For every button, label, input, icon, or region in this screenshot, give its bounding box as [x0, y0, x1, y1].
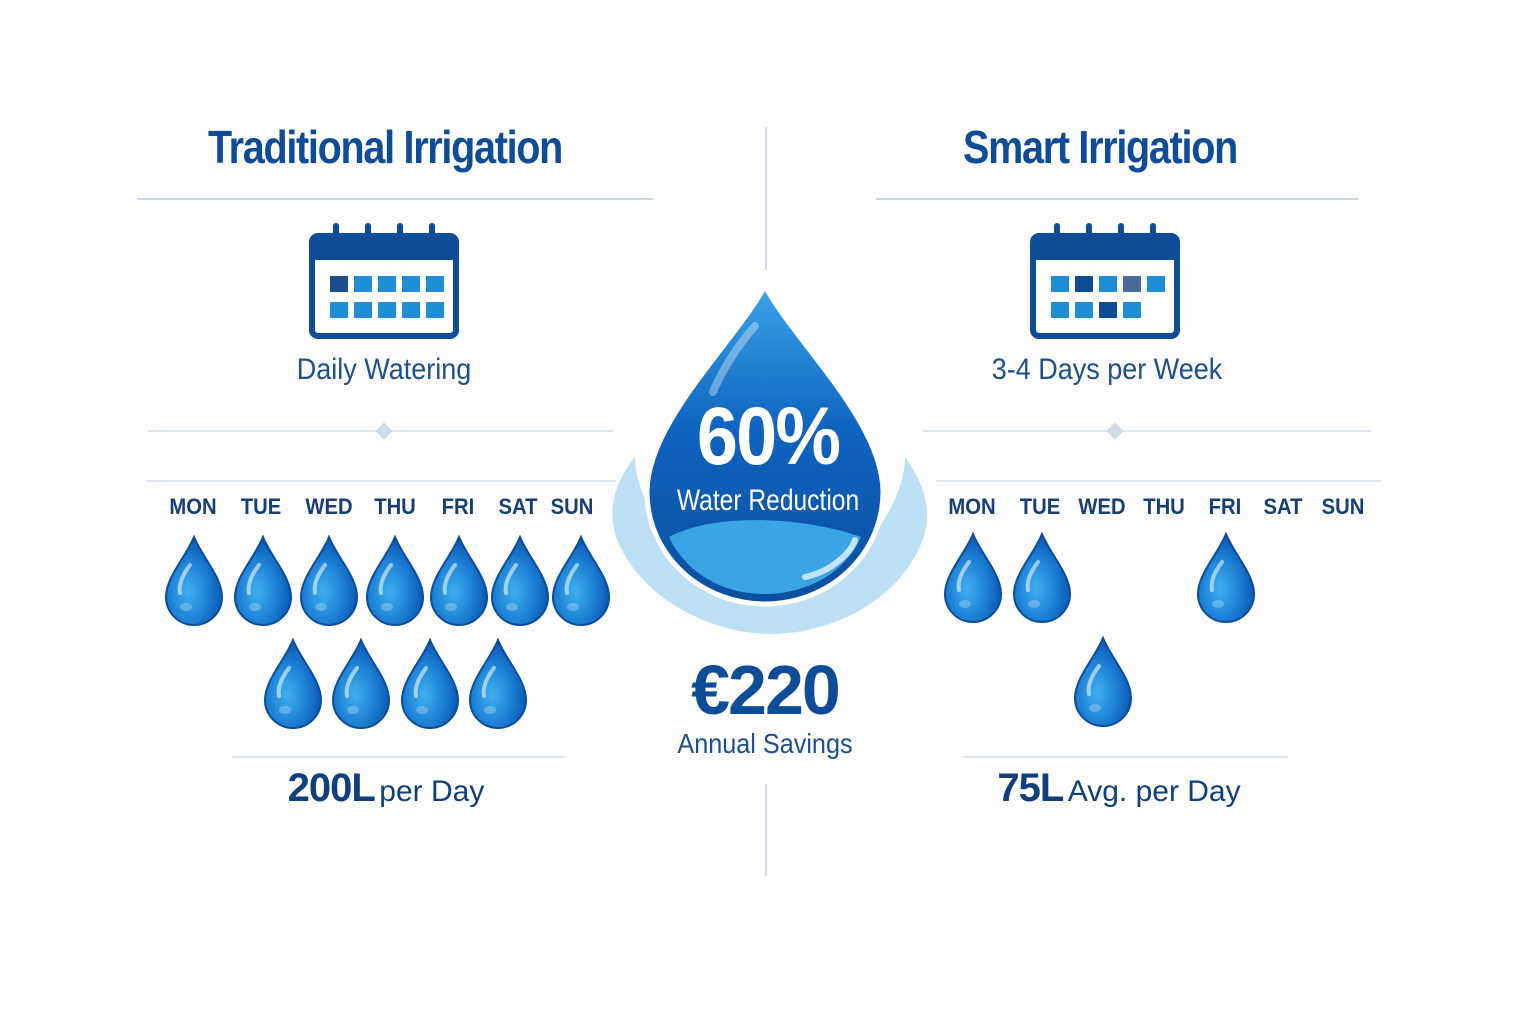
water-drop-icon — [365, 535, 425, 627]
right-day-sun: SUN — [1321, 494, 1365, 519]
water-drop-icon — [400, 638, 460, 730]
reduction-label: Water Reduction — [676, 484, 860, 517]
reduction-value: 60% — [696, 391, 841, 482]
right-day-mon: MON — [948, 494, 996, 519]
traditional-title: Traditional Irrigation — [207, 121, 563, 173]
left-day-tue: TUE — [240, 494, 282, 519]
savings-label: Annual Savings — [677, 728, 853, 759]
left-day-fri: FRI — [441, 494, 475, 519]
water-drop-icon — [331, 638, 391, 730]
left-day-mon: MON — [169, 494, 217, 519]
traditional-schedule-label: Daily Watering — [296, 353, 472, 386]
water-drop-icon — [429, 535, 489, 627]
savings-amount: €220 — [691, 651, 841, 729]
water-drop-icon — [605, 280, 935, 643]
water-drop-icon — [490, 535, 550, 627]
traditional-usage-unit: per Day — [379, 775, 485, 808]
center-divider-top — [765, 127, 767, 270]
right-day-thu: THU — [1143, 494, 1185, 519]
center-divider-bottom — [765, 784, 767, 876]
left-total-divider — [232, 756, 564, 758]
water-drop-icon — [468, 638, 528, 730]
right-divider-diamond — [1106, 422, 1124, 440]
left-day-sun: SUN — [550, 494, 594, 519]
smart-title: Smart Irrigation — [963, 121, 1238, 173]
smart-schedule-label: 3-4 Days per Week — [991, 353, 1223, 386]
left-title-divider — [137, 198, 653, 200]
right-days-divider — [936, 480, 1382, 482]
water-drop-icon — [943, 532, 1003, 624]
right-day-sat: SAT — [1263, 494, 1303, 519]
left-day-sat: SAT — [498, 494, 538, 519]
smart-usage-unit: Avg. per Day — [1067, 775, 1241, 808]
traditional-usage: 200L per Day — [176, 766, 596, 811]
water-drop-icon — [233, 535, 293, 627]
water-drop-icon — [164, 535, 224, 627]
smart-usage: 75L Avg. per Day — [909, 766, 1329, 811]
left-days-divider — [146, 480, 616, 482]
calendar-icon — [308, 222, 460, 345]
right-day-wed: WED — [1078, 494, 1126, 519]
left-divider-diamond — [375, 422, 393, 440]
right-total-divider — [963, 756, 1288, 758]
water-drop-icon — [1196, 532, 1256, 624]
water-drop-icon — [1012, 532, 1072, 624]
water-drop-icon — [551, 535, 611, 627]
calendar-icon — [1029, 222, 1181, 345]
left-day-thu: THU — [374, 494, 416, 519]
water-drop-icon — [299, 535, 359, 627]
water-drop-icon — [263, 638, 323, 730]
left-day-wed: WED — [305, 494, 353, 519]
traditional-usage-amount: 200L — [287, 766, 376, 810]
right-day-tue: TUE — [1019, 494, 1061, 519]
water-drop-icon — [1073, 636, 1133, 728]
right-title-divider — [876, 198, 1358, 200]
right-day-fri: FRI — [1208, 494, 1242, 519]
right-section-divider — [923, 430, 1371, 432]
smart-usage-amount: 75L — [997, 766, 1064, 810]
